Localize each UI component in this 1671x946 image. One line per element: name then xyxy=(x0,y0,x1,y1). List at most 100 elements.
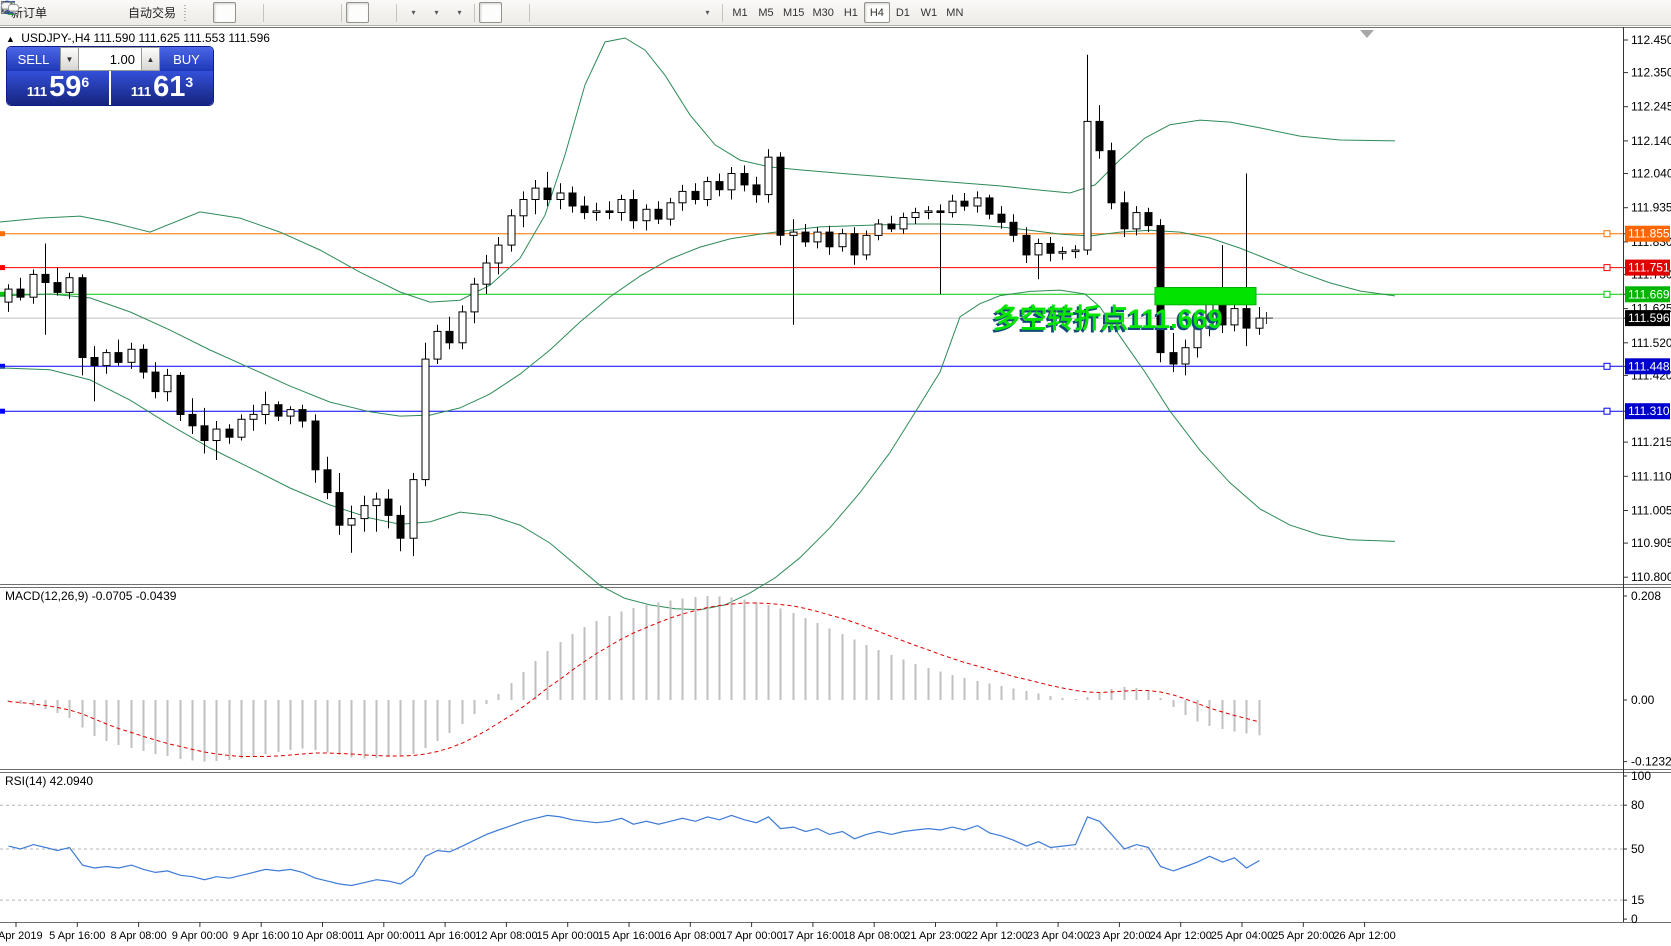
volume-input[interactable] xyxy=(79,47,141,71)
timeframe-button-m30[interactable]: M30 xyxy=(812,6,834,19)
symbol-period-label: USDJPY-,H4 xyxy=(21,31,91,45)
candle-body xyxy=(1095,120,1104,152)
timeframe-button-m1[interactable]: M1 xyxy=(732,6,748,19)
candle-body xyxy=(1046,243,1055,254)
time-tick: 15 Apr 16:00 xyxy=(598,930,660,942)
price-badge xyxy=(1625,286,1670,303)
pivot-annotation[interactable]: 多空转折点111.669 xyxy=(993,304,1223,334)
price-badge-label: 111.855 xyxy=(1628,227,1670,241)
candle-body xyxy=(1144,212,1153,227)
data-window-button[interactable] xyxy=(1,1,97,23)
hline-handle-right xyxy=(1603,230,1611,238)
candle-body xyxy=(78,277,87,359)
horizontal-line-button[interactable] xyxy=(1,2,580,23)
new-chart-button[interactable]: ▾ xyxy=(1,1,424,23)
buy-price[interactable]: 111 61 3 xyxy=(111,71,213,105)
channel-button[interactable]: E xyxy=(0,1,626,23)
buy-button[interactable]: BUY xyxy=(160,47,213,71)
candle-body xyxy=(727,173,736,191)
candle-body xyxy=(531,187,540,201)
text-label-button[interactable]: T xyxy=(1,2,695,23)
tile-windows-button[interactable] xyxy=(1,1,337,23)
price-tick: 112.350 xyxy=(1631,66,1671,80)
candle-body xyxy=(1009,221,1018,236)
macd-histogram xyxy=(7,596,1261,762)
candle-body xyxy=(1058,251,1067,254)
candle-body xyxy=(691,190,700,200)
candle-body xyxy=(678,190,687,204)
time-axis: 5 Apr 2019 5 Apr 16:00 8 Apr 08:00 9 Apr 00… xyxy=(0,922,1396,942)
search-button[interactable] xyxy=(1,1,1645,23)
trendline-button[interactable] xyxy=(1,1,603,23)
templates-button[interactable]: ▾ xyxy=(1,2,470,23)
periods-button[interactable]: ▾ xyxy=(0,0,447,23)
time-tick: 24 Apr 12:00 xyxy=(1150,930,1212,942)
toolbar: 新订单 自动交易 xyxy=(0,0,1671,26)
candle-body xyxy=(507,215,516,246)
scroll-marker-icon[interactable] xyxy=(1360,30,1374,38)
time-tick: 23 Apr 20:00 xyxy=(1088,930,1150,942)
cursor-button[interactable] xyxy=(3,1,503,23)
price-tick: 112.450 xyxy=(1631,33,1671,47)
zoom-out-button[interactable] xyxy=(1,0,314,23)
candle-body xyxy=(605,210,614,213)
candle-body xyxy=(715,181,724,191)
chart-shift-button[interactable] xyxy=(2,1,392,23)
market-watch-button[interactable] xyxy=(1,2,74,23)
vertical-line-button[interactable] xyxy=(5,1,557,23)
price-badge-label: 111.596 xyxy=(1628,311,1670,325)
timeframe-button-m15[interactable]: M15 xyxy=(783,6,805,19)
text-button[interactable]: A xyxy=(2,2,672,23)
candle-body xyxy=(347,518,356,526)
timeframe-button-d1[interactable]: D1 xyxy=(895,6,910,19)
bar-chart-button[interactable] xyxy=(2,2,213,23)
volume-increase-button[interactable]: ▲ xyxy=(141,47,160,71)
sell-price[interactable]: 111 59 6 xyxy=(7,71,109,105)
price-badge-label: 111.669 xyxy=(1628,287,1670,301)
pane-separators xyxy=(0,27,1671,923)
symbol-collapse-icon[interactable]: ▲ xyxy=(6,34,15,44)
autotrading-button[interactable]: 自动交易 xyxy=(1,1,180,23)
volume-decrease-button[interactable]: ▼ xyxy=(60,47,79,71)
price-tick: 111.215 xyxy=(1631,435,1671,449)
candle-body xyxy=(1022,234,1031,256)
line-chart-button[interactable] xyxy=(1,2,259,23)
crosshair-button[interactable] xyxy=(1,1,525,23)
timeframe-button-h4[interactable]: H4 xyxy=(863,2,890,23)
candle-body xyxy=(225,428,234,438)
candle-body xyxy=(433,330,442,360)
candle-body xyxy=(642,208,651,222)
timeframe-button-m5[interactable]: M5 xyxy=(758,6,774,19)
chevron-down-icon: ▾ xyxy=(705,8,710,17)
horizontal-lines[interactable] xyxy=(0,230,1623,415)
chart-header: ▲ USDJPY-,H4 111.590 111.625 111.553 111… xyxy=(6,31,270,45)
candle-body xyxy=(654,208,663,220)
macd-tick: 0.208 xyxy=(1631,589,1661,603)
candle-body xyxy=(139,348,148,373)
candle-body xyxy=(1242,308,1251,329)
zoom-in-button[interactable] xyxy=(1,0,291,23)
pivot-highlight-rect[interactable] xyxy=(1154,287,1257,306)
fibonacci-button[interactable]: F xyxy=(1,2,649,23)
time-tick: 11 Apr 00:00 xyxy=(353,930,415,942)
arrows-button[interactable]: ▾ xyxy=(0,2,718,23)
sell-button[interactable]: SELL xyxy=(7,47,60,71)
timeframe-button-h1[interactable]: H1 xyxy=(843,6,858,19)
candle-body xyxy=(580,205,589,214)
time-tick: 9 Apr 00:00 xyxy=(172,930,228,942)
timeframe-button-w1[interactable]: W1 xyxy=(920,6,938,19)
time-tick: 17 Apr 16:00 xyxy=(782,930,844,942)
candle-body xyxy=(1034,243,1043,256)
timeframe-button-mn[interactable]: MN xyxy=(946,6,964,19)
candlestick-chart-button[interactable] xyxy=(2,1,237,23)
candle-body xyxy=(1230,308,1239,326)
candle-body xyxy=(948,200,957,214)
candle-body xyxy=(899,217,908,230)
chat-button[interactable] xyxy=(1,2,1668,23)
hline-handle-right xyxy=(1603,290,1611,298)
auto-scroll-button[interactable] xyxy=(2,1,370,23)
candle-body xyxy=(1071,249,1080,253)
signals-button[interactable] xyxy=(2,2,120,23)
candle-body xyxy=(789,231,798,236)
